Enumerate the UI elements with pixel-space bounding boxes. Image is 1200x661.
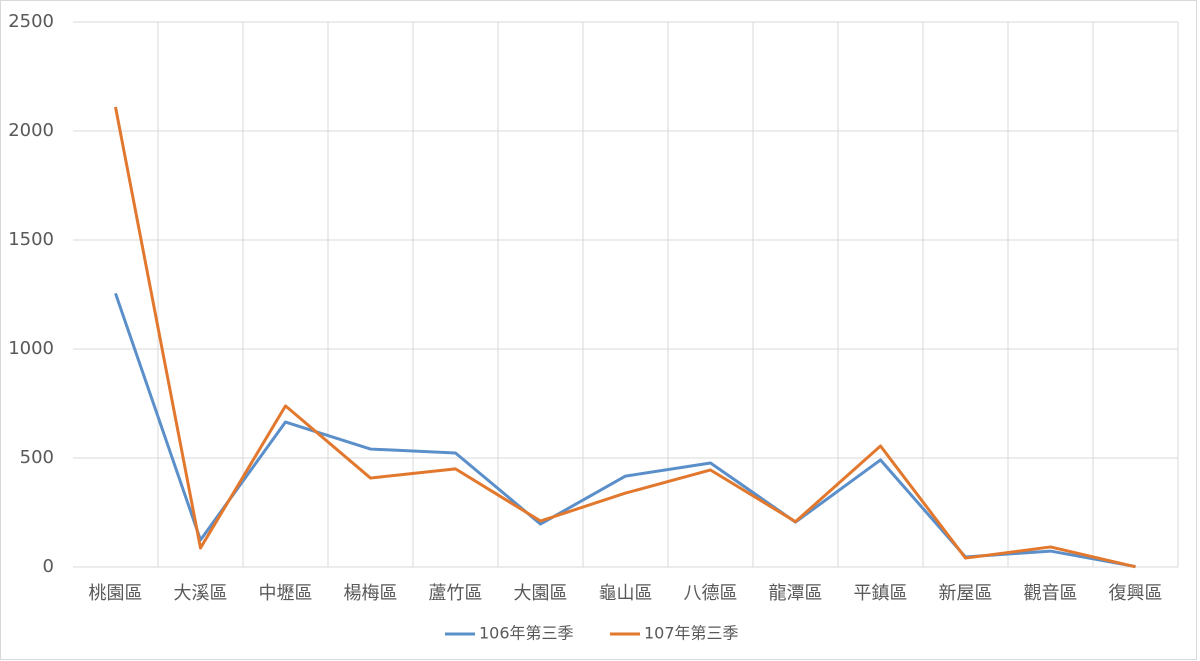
y-tick-label: 2000	[8, 120, 54, 141]
legend-label: 106年第三季	[479, 624, 574, 643]
y-tick-label: 2500	[8, 11, 54, 32]
x-tick-label: 蘆竹區	[429, 583, 483, 604]
x-tick-label: 大溪區	[174, 583, 228, 604]
x-tick-label: 觀音區	[1024, 583, 1078, 604]
x-tick-label: 平鎮區	[854, 583, 908, 604]
y-tick-label: 500	[20, 447, 54, 468]
x-tick-label: 龍潭區	[769, 583, 823, 604]
legend-label: 107年第三季	[644, 624, 739, 643]
x-tick-label: 復興區	[1109, 583, 1163, 604]
x-tick-label: 龜山區	[599, 583, 653, 604]
x-tick-label: 中壢區	[259, 583, 313, 604]
x-tick-label: 新屋區	[939, 583, 993, 604]
x-tick-label: 大園區	[514, 583, 568, 604]
y-tick-label: 1500	[8, 229, 54, 250]
x-tick-label: 八德區	[684, 583, 738, 604]
x-tick-label: 楊梅區	[344, 583, 398, 604]
series-line	[114, 106, 1136, 569]
y-tick-label: 1000	[8, 338, 54, 359]
x-tick-label: 桃園區	[89, 583, 143, 604]
y-tick-label: 0	[43, 556, 54, 577]
